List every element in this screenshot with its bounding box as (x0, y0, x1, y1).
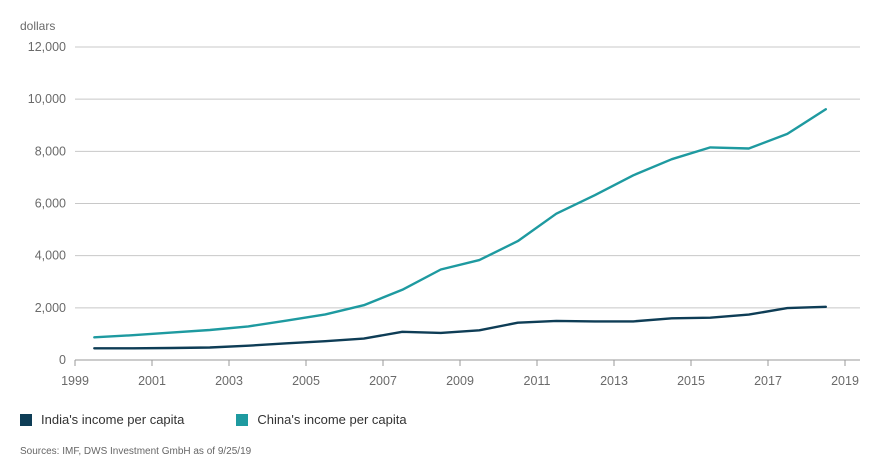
series-lines (93, 108, 827, 350)
legend-label-india: India's income per capita (41, 412, 185, 427)
y-tick-label: 8,000 (35, 144, 66, 158)
x-tick-label: 2001 (138, 374, 166, 388)
legend: India's income per capita China's income… (20, 412, 407, 427)
legend-swatch-china (236, 413, 249, 426)
legend-swatch-india (20, 413, 32, 426)
x-tick-label: 2015 (677, 374, 705, 388)
y-tick-label: 4,000 (35, 249, 66, 263)
x-tick-label: 2003 (215, 374, 243, 388)
line-chart: dollars 0 2,000 4,000 6,000 8,000 10,000 12,00… (20, 19, 860, 388)
legend-item-china: China's income per capita (236, 412, 407, 427)
india-income-line (93, 305, 827, 350)
x-tick-label: 2009 (446, 374, 474, 388)
x-tick-label: 2019 (831, 374, 859, 388)
y-axis-unit-label: dollars (20, 19, 55, 33)
x-tick-label: 2005 (292, 374, 320, 388)
china-income-line (93, 108, 827, 339)
legend-item-india: India's income per capita (20, 412, 184, 427)
x-tick-label: 2011 (524, 374, 551, 388)
x-tick-label: 2017 (754, 374, 782, 388)
y-tick-label: 6,000 (35, 197, 66, 211)
x-tick-label: 2007 (369, 374, 397, 388)
source-note: Sources: IMF, DWS Investment GmbH as of … (20, 446, 252, 457)
y-tick-labels: 0 2,000 4,000 6,000 8,000 10,000 12,000 (28, 40, 66, 367)
x-tick-labels: 1999 2001 2003 2005 2007 2009 2011 2013 2015 2017… (61, 374, 859, 388)
y-tick-label: 2,000 (35, 301, 66, 315)
x-tick-label: 2013 (600, 374, 628, 388)
gridlines (74, 46, 860, 366)
x-tick-label: 1999 (61, 374, 89, 388)
y-tick-label: 12,000 (28, 40, 66, 54)
legend-label-china: China's income per capita (257, 412, 407, 427)
y-tick-label: 10,000 (28, 92, 66, 106)
y-tick-label: 0 (59, 353, 66, 367)
